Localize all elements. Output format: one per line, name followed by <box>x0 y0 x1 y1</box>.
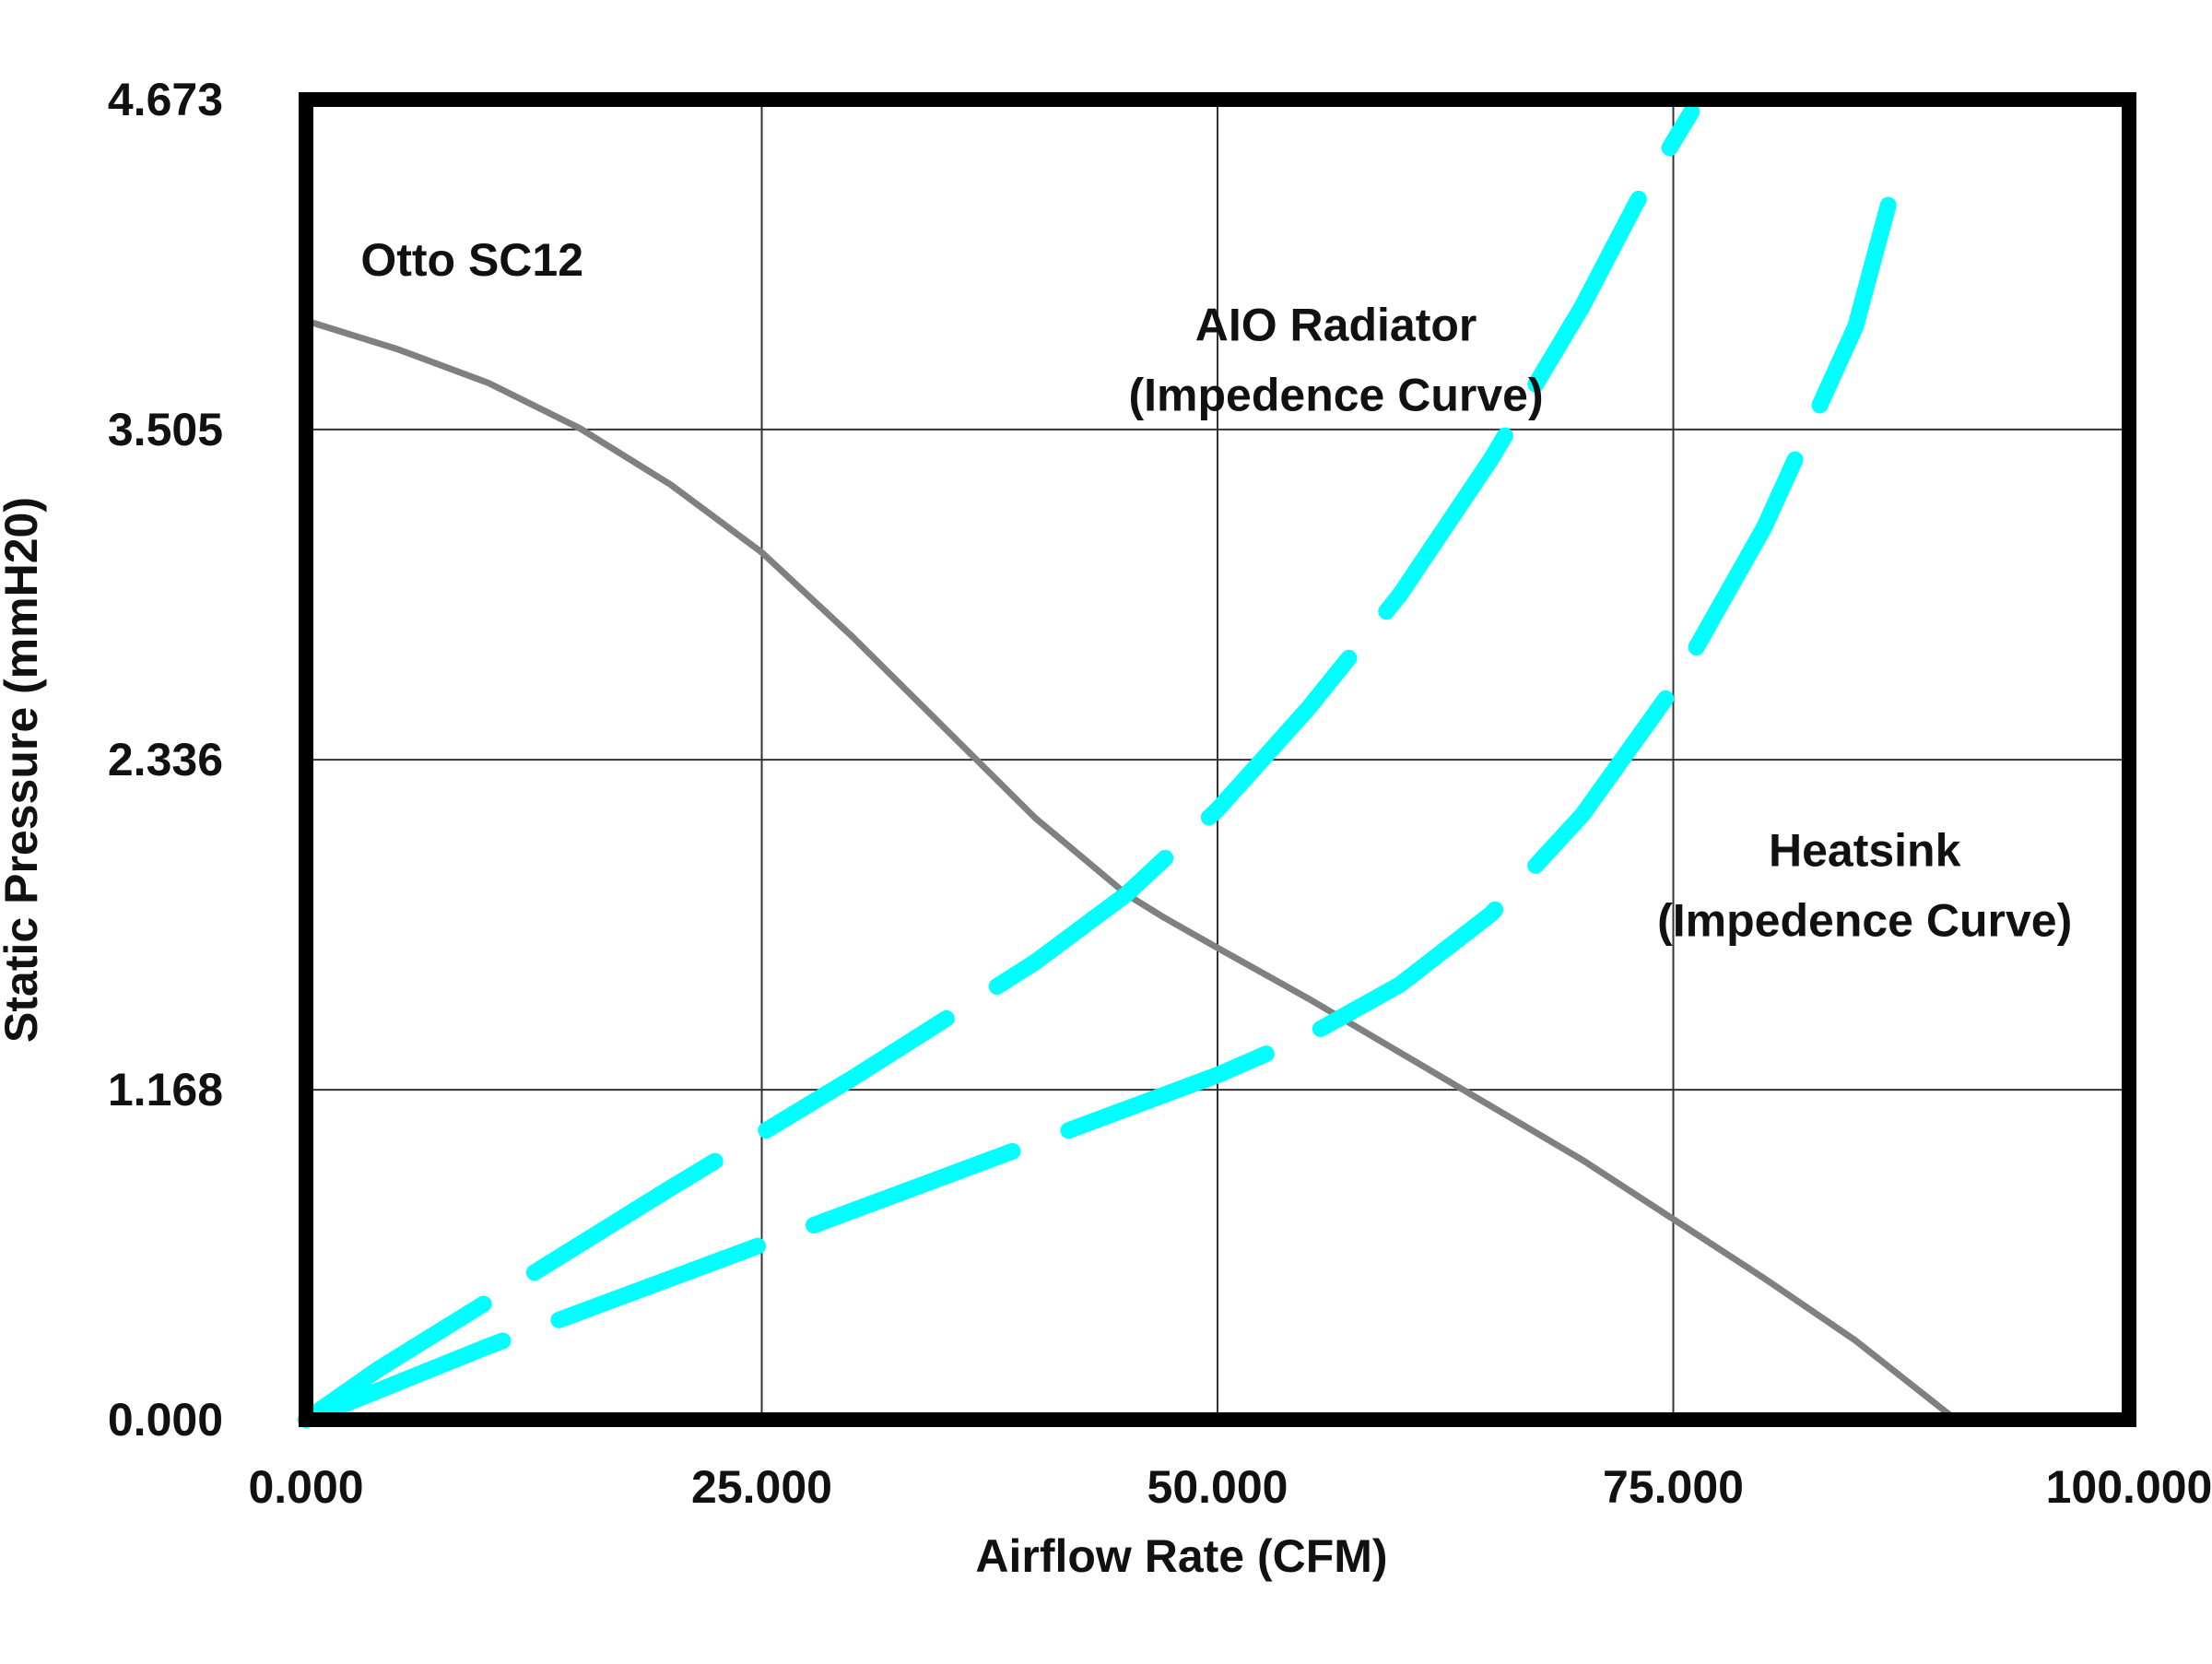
x-tick-label: 50.000 <box>1147 1461 1288 1513</box>
annotation-line: (Impedence Curve) <box>1129 369 1544 420</box>
y-tick-label: 2.336 <box>108 734 223 785</box>
annotation-line: Heatsink <box>1769 824 1961 876</box>
series-line-heatsink <box>298 183 1900 1428</box>
x-tick-label: 0.000 <box>248 1461 363 1513</box>
annotation-line: AIO Radiator <box>1195 299 1477 350</box>
annotation-label: Heatsink (Impedence Curve) <box>1657 824 2072 946</box>
y-tick-label: 4.673 <box>108 74 223 125</box>
y-tick-label: 3.505 <box>108 404 223 455</box>
y-tick-label: 1.168 <box>108 1064 223 1115</box>
series-line-aio-radiator <box>298 103 1700 1428</box>
gridlines <box>306 100 2129 1420</box>
plot-frame <box>299 92 2136 1427</box>
x-tick-label: 75.000 <box>1603 1461 1744 1513</box>
y-axis-label: Static Pressure (mmH20) <box>0 497 47 1043</box>
tick-labels: 0.000 25.000 50.000 75.000 100.000 0.000 1.168… <box>108 74 2212 1513</box>
series-group <box>298 103 1959 1428</box>
x-tick-label: 25.000 <box>691 1461 832 1513</box>
series-line-otto-sc12 <box>302 317 1959 1423</box>
annotation-label: Otto SC12 <box>360 234 583 286</box>
x-tick-label: 100.000 <box>2046 1461 2212 1513</box>
annotation-line: (Impedence Curve) <box>1657 894 2072 946</box>
x-axis-label: Airflow Rate (CFM) <box>975 1530 1387 1582</box>
annotation-label: AIO Radiator (Impedence Curve) <box>1129 299 1544 420</box>
y-tick-label: 0.000 <box>108 1394 223 1446</box>
